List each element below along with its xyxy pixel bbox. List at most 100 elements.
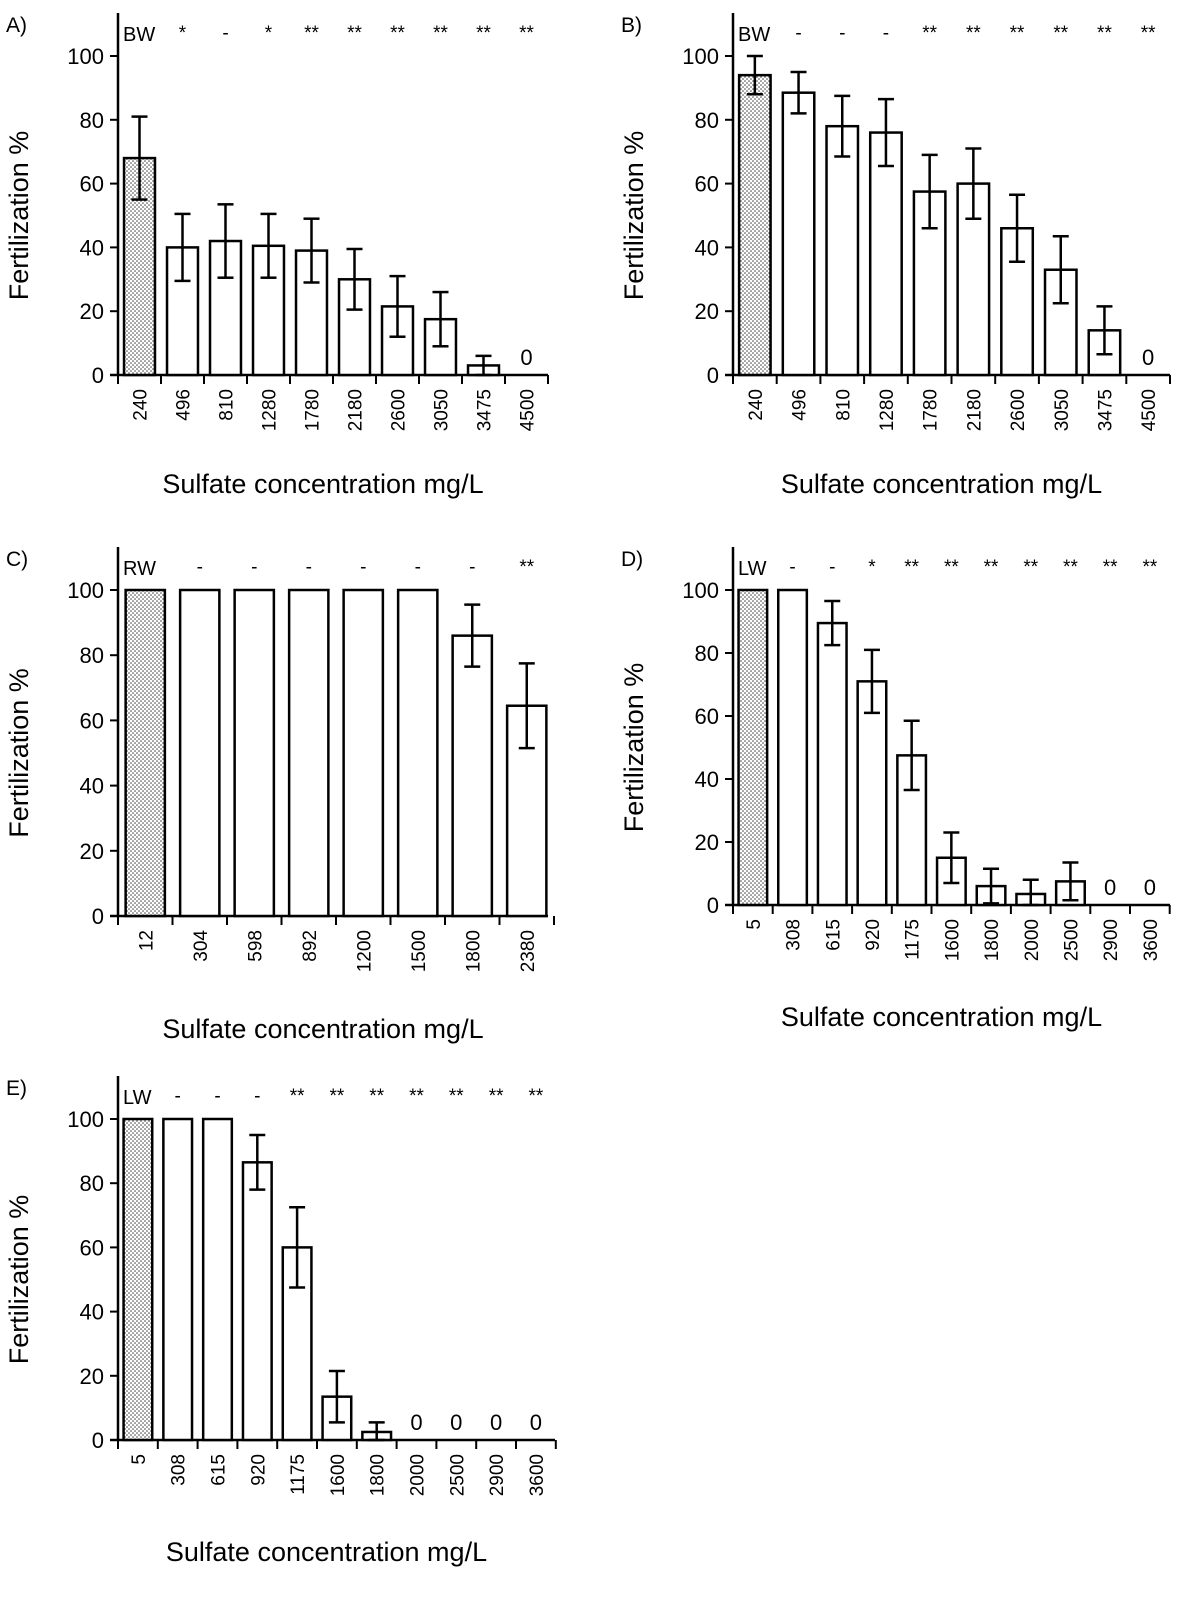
y-tick-label: 0	[92, 904, 104, 929]
significance-marker: **	[922, 23, 937, 44]
significance-marker: **	[519, 23, 534, 44]
y-tick-label: 0	[707, 363, 719, 388]
significance-marker: -	[306, 557, 312, 578]
x-axis-title: Sulfate concentration mg/L	[781, 1002, 1102, 1032]
significance-marker: **	[944, 557, 959, 578]
x-category-label: 1800	[463, 930, 484, 972]
y-axis-title: Fertilization %	[4, 131, 34, 301]
bar	[201, 1117, 234, 1442]
significance-marker: **	[1142, 557, 1157, 578]
significance-marker: -	[222, 23, 228, 44]
x-category-label: 496	[174, 389, 195, 421]
x-category-label: 1500	[409, 930, 430, 972]
significance-marker: *	[179, 23, 187, 44]
y-tick-label: 20	[80, 299, 104, 324]
y-tick-label: 20	[80, 839, 104, 864]
significance-marker: **	[304, 23, 319, 44]
x-category-label: 304	[191, 930, 212, 962]
y-tick-label: 100	[67, 1107, 104, 1132]
value-label: 0	[1144, 875, 1156, 900]
significance-marker: **	[1103, 557, 1118, 578]
significance-marker: **	[476, 23, 491, 44]
x-category-label: 2180	[964, 389, 985, 431]
y-tick-label: 60	[80, 172, 104, 197]
bar	[287, 588, 330, 918]
y-tick-label: 80	[695, 108, 719, 133]
y-tick-label: 40	[80, 774, 104, 799]
control-label: BW	[123, 24, 155, 46]
x-axis-title: Sulfate concentration mg/L	[162, 469, 483, 499]
x-axis-title: Sulfate concentration mg/L	[781, 469, 1102, 499]
bar	[816, 621, 848, 907]
significance-marker: -	[789, 557, 795, 578]
panel-label: E)	[6, 1077, 27, 1100]
significance-marker: **	[433, 23, 448, 44]
y-axis-title: Fertilization %	[619, 663, 649, 833]
x-category-label: 4500	[518, 389, 539, 431]
control-label: BW	[738, 24, 770, 46]
panel-label: C)	[6, 548, 28, 571]
x-category-label: 3050	[1052, 389, 1073, 431]
value-label: 0	[1142, 345, 1154, 370]
y-axis-title: Fertilization %	[4, 1195, 34, 1365]
bar	[342, 588, 385, 918]
significance-marker: -	[839, 23, 845, 44]
y-tick-label: 80	[80, 1171, 104, 1196]
y-tick-label: 80	[80, 108, 104, 133]
x-category-label: 1280	[260, 389, 281, 431]
bar	[777, 588, 809, 907]
x-category-label: 5	[129, 1454, 150, 1465]
y-tick-label: 60	[80, 708, 104, 733]
significance-marker: -	[795, 23, 801, 44]
x-category-label: 3600	[527, 1454, 548, 1496]
x-category-label: 920	[248, 1454, 269, 1486]
significance-marker: **	[519, 557, 534, 578]
bar	[451, 634, 494, 918]
significance-marker: **	[369, 1086, 384, 1107]
y-tick-label: 60	[695, 704, 719, 729]
x-category-label: 2180	[346, 389, 367, 431]
significance-marker: -	[415, 557, 421, 578]
x-category-label: 12	[136, 930, 157, 951]
significance-marker: *	[265, 23, 273, 44]
x-category-label: 5	[744, 919, 765, 930]
x-category-label: 2000	[1022, 919, 1043, 961]
x-category-label: 2600	[1008, 389, 1029, 431]
x-category-label: 2600	[389, 389, 410, 431]
x-category-label: 1800	[982, 919, 1003, 961]
control-bar	[122, 1117, 154, 1442]
x-category-label: 1175	[288, 1454, 309, 1495]
x-category-label: 810	[217, 389, 238, 421]
x-category-label: 1600	[942, 919, 963, 961]
y-tick-label: 100	[67, 44, 104, 69]
control-bar	[124, 588, 167, 918]
x-category-label: 1780	[303, 389, 324, 431]
x-category-label: 2380	[518, 930, 539, 972]
x-category-label: 1280	[877, 389, 898, 431]
panel-label: B)	[621, 14, 642, 37]
x-category-label: 615	[209, 1454, 230, 1486]
y-tick-label: 0	[92, 1428, 104, 1453]
x-axis-title: Sulfate concentration mg/L	[166, 1537, 487, 1567]
x-axis-title: Sulfate concentration mg/L	[162, 1014, 483, 1044]
y-tick-label: 40	[695, 235, 719, 260]
value-label: 0	[520, 345, 532, 370]
chart-panel: D) Fertilization % 0 20 40 60 80 100 5 308 - 615 - 92…	[619, 547, 1171, 1032]
control-bar	[737, 73, 772, 377]
y-tick-label: 100	[682, 578, 719, 603]
significance-marker: **	[489, 1086, 504, 1107]
value-label: 0	[450, 1410, 462, 1435]
x-category-label: 892	[300, 930, 321, 962]
x-category-label: 3475	[1095, 389, 1116, 431]
y-tick-label: 0	[707, 893, 719, 918]
significance-marker: *	[868, 557, 876, 578]
x-category-label: 2000	[408, 1454, 429, 1496]
bar	[396, 588, 439, 918]
x-category-label: 1200	[354, 930, 375, 972]
significance-marker: -	[251, 557, 257, 578]
x-category-label: 240	[131, 389, 152, 421]
significance-marker: **	[1141, 23, 1156, 44]
value-label: 0	[1104, 875, 1116, 900]
bar	[162, 1117, 194, 1442]
significance-marker: **	[904, 557, 919, 578]
